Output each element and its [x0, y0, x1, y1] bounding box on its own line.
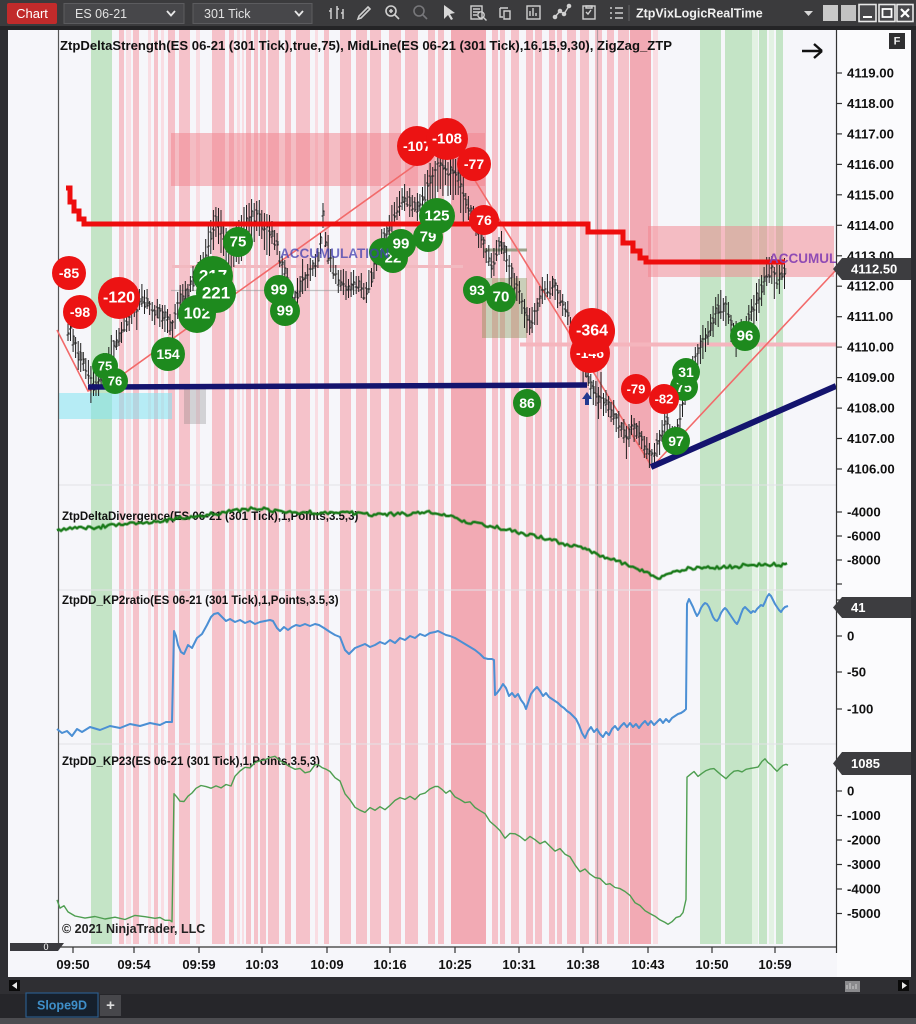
svg-text:ZtpDD_KP23(ES 06-21 (301 Tick): ZtpDD_KP23(ES 06-21 (301 Tick),1,Points,… [62, 756, 320, 768]
svg-text:4106.00: 4106.00 [847, 462, 895, 477]
svg-text:154: 154 [156, 346, 180, 362]
svg-text:-82: -82 [655, 392, 674, 407]
svg-text:ZtpVixLogicRealTime: ZtpVixLogicRealTime [636, 7, 763, 21]
svg-text:4111.00: 4111.00 [847, 309, 893, 324]
svg-text:-85: -85 [59, 265, 79, 281]
svg-text:-2000: -2000 [847, 833, 881, 848]
svg-text:10:31: 10:31 [502, 957, 535, 972]
svg-text:-364: -364 [576, 323, 608, 340]
svg-text:41: 41 [851, 600, 865, 615]
svg-text:10:16: 10:16 [373, 957, 406, 972]
svg-text:4107.00: 4107.00 [847, 431, 895, 446]
svg-text:10:50: 10:50 [695, 957, 728, 972]
svg-text:09:54: 09:54 [117, 957, 151, 972]
svg-text:-4000: -4000 [847, 505, 881, 520]
svg-text:4112.00: 4112.00 [847, 279, 894, 294]
svg-text:-120: -120 [103, 290, 135, 307]
svg-text:99: 99 [393, 236, 410, 253]
svg-text:-8000: -8000 [847, 553, 881, 568]
svg-text:+: + [106, 997, 115, 1014]
svg-text:4117.00: 4117.00 [847, 126, 894, 141]
svg-text:4108.00: 4108.00 [847, 401, 895, 416]
svg-text:-4000: -4000 [847, 882, 881, 897]
svg-text:-107: -107 [403, 138, 431, 154]
svg-text:10:03: 10:03 [245, 957, 278, 972]
svg-text:99: 99 [277, 303, 294, 320]
svg-text:4110.00: 4110.00 [847, 340, 894, 355]
svg-text:10:59: 10:59 [758, 957, 791, 972]
svg-text:ACCUMULATION: ACCUMULATION [280, 246, 389, 261]
svg-text:99: 99 [271, 282, 288, 299]
svg-text:ZtpDeltaDivergence(ES 06-21 (3: ZtpDeltaDivergence(ES 06-21 (301 Tick),1… [62, 511, 359, 523]
svg-text:Slope9D: Slope9D [37, 999, 87, 1013]
svg-text:76: 76 [108, 374, 122, 389]
svg-text:ZtpDD_KP2ratio(ES 06-21 (301 T: ZtpDD_KP2ratio(ES 06-21 (301 Tick),1,Poi… [62, 595, 339, 607]
svg-text:-77: -77 [464, 156, 484, 172]
svg-text:10:09: 10:09 [310, 957, 343, 972]
svg-text:31: 31 [678, 364, 694, 380]
svg-text:4119.00: 4119.00 [847, 66, 894, 81]
svg-text:-98: -98 [70, 304, 90, 320]
svg-text:102: 102 [184, 306, 211, 323]
svg-text:10:43: 10:43 [631, 957, 664, 972]
svg-text:4118.00: 4118.00 [847, 96, 894, 111]
svg-text:76: 76 [476, 212, 492, 228]
svg-text:1085: 1085 [851, 756, 880, 771]
svg-text:-3000: -3000 [847, 857, 881, 872]
svg-text:0: 0 [43, 942, 48, 952]
svg-text:4114.00: 4114.00 [847, 218, 894, 233]
svg-text:10:25: 10:25 [438, 957, 471, 972]
svg-text:221: 221 [202, 284, 230, 303]
svg-text:75: 75 [230, 234, 247, 251]
svg-text:Chart: Chart [16, 6, 48, 21]
svg-text:09:50: 09:50 [56, 957, 89, 972]
svg-text:-79: -79 [627, 382, 646, 397]
svg-text:301 Tick: 301 Tick [204, 7, 251, 21]
svg-text:© 2021 NinjaTrader, LLC: © 2021 NinjaTrader, LLC [62, 922, 205, 936]
svg-text:-108: -108 [432, 131, 462, 148]
svg-text:ES 06-21: ES 06-21 [75, 7, 127, 21]
svg-text:97: 97 [668, 433, 684, 449]
svg-text:4109.00: 4109.00 [847, 370, 895, 385]
svg-text:86: 86 [519, 395, 535, 411]
svg-text:93: 93 [469, 282, 485, 298]
svg-text:-1000: -1000 [847, 808, 881, 823]
svg-text:-5000: -5000 [847, 906, 881, 921]
svg-text:4116.00: 4116.00 [847, 157, 894, 172]
svg-text:4112.50: 4112.50 [851, 262, 897, 277]
svg-text:-50: -50 [847, 665, 866, 680]
svg-text:-6000: -6000 [847, 529, 881, 544]
svg-text:-100: -100 [847, 702, 873, 717]
svg-text:10:38: 10:38 [566, 957, 599, 972]
svg-text:96: 96 [737, 328, 754, 345]
svg-text:0: 0 [847, 629, 854, 644]
svg-text:ZtpDeltaStrength(ES 06-21 (301: ZtpDeltaStrength(ES 06-21 (301 Tick),tru… [60, 39, 672, 53]
svg-text:0: 0 [847, 784, 854, 799]
svg-text:125: 125 [424, 208, 449, 225]
svg-text:09:59: 09:59 [182, 957, 215, 972]
svg-text:70: 70 [493, 289, 510, 306]
svg-text:F: F [894, 36, 901, 48]
svg-text:4115.00: 4115.00 [847, 187, 894, 202]
